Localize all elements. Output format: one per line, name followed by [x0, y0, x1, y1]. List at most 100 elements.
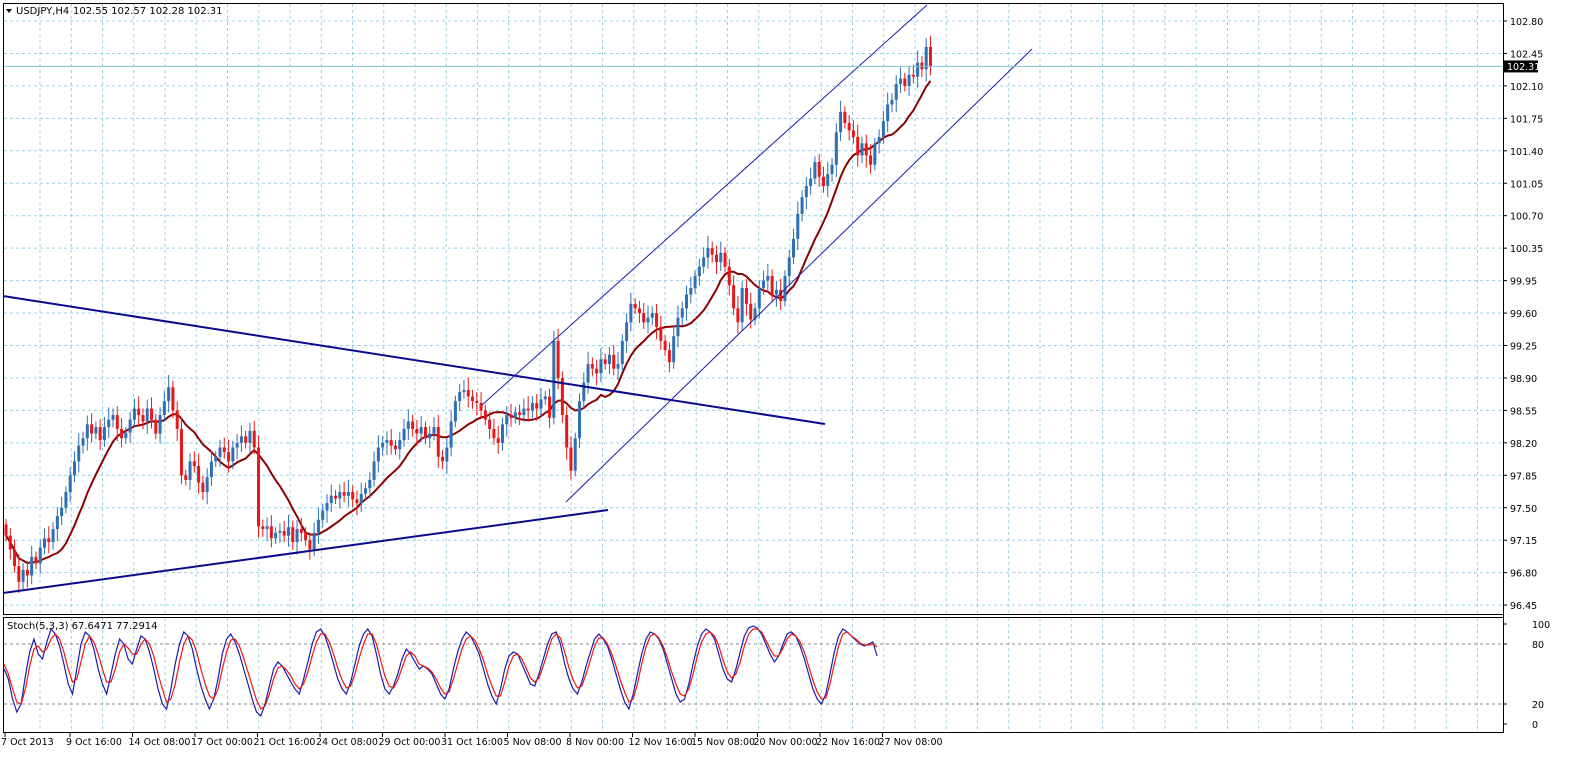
candle — [411, 414, 415, 437]
candle — [475, 392, 479, 416]
candle-body — [376, 447, 380, 462]
candle-body — [787, 257, 791, 276]
descending-trendline[interactable] — [2, 295, 826, 425]
candle-body — [252, 430, 256, 448]
candle-body — [60, 507, 64, 517]
candle-body — [582, 382, 586, 402]
y-tick-label: 99.95 — [1510, 277, 1537, 288]
candle — [762, 270, 766, 295]
candle — [530, 396, 534, 419]
candle — [907, 66, 911, 96]
candle-body — [723, 252, 727, 267]
candle-body — [162, 401, 166, 416]
candle-body — [98, 427, 102, 441]
candle-body — [522, 408, 526, 416]
candle-body — [586, 364, 590, 383]
candle — [132, 398, 136, 427]
ascending-trendline[interactable] — [2, 509, 609, 594]
candle — [672, 326, 676, 369]
candle-body — [792, 238, 796, 258]
candle — [60, 496, 64, 525]
candle-body — [222, 447, 226, 453]
candle — [239, 425, 243, 452]
candle-body — [124, 432, 128, 439]
candle-body — [209, 461, 213, 478]
candle-body — [817, 161, 821, 177]
candle — [43, 528, 47, 555]
candle-body — [381, 442, 385, 448]
candle-body — [274, 532, 278, 539]
candle — [428, 425, 432, 449]
candle-body — [488, 419, 492, 429]
candle — [903, 72, 907, 92]
candle — [864, 134, 868, 168]
candle — [402, 418, 406, 447]
channel-lower-line[interactable] — [565, 48, 1033, 503]
candle — [518, 404, 522, 426]
candle — [804, 177, 808, 210]
candle — [107, 407, 111, 439]
candle — [419, 415, 423, 443]
candle — [916, 50, 920, 88]
candle-body — [120, 428, 124, 439]
channel-upper-line[interactable] — [481, 4, 928, 406]
y-tick-label: 99.60 — [1510, 309, 1537, 320]
candle — [779, 278, 783, 310]
candle-body — [291, 527, 295, 543]
x-tick-label: 24 Oct 08:00 — [316, 737, 378, 748]
candle — [291, 520, 295, 550]
candle-body — [907, 74, 911, 86]
candle-body — [757, 288, 761, 309]
x-tick-label: 21 Oct 16:00 — [254, 737, 316, 748]
candle — [415, 420, 419, 446]
candle — [25, 560, 29, 588]
candle-body — [886, 104, 890, 122]
candle-body — [774, 289, 778, 295]
candle-body — [642, 313, 646, 323]
candle — [680, 301, 684, 326]
candle — [351, 485, 355, 508]
candle-body — [834, 132, 838, 165]
candle-body — [145, 408, 149, 422]
candle — [774, 280, 778, 307]
y-tick-label: 98.90 — [1510, 374, 1537, 385]
symbol-dropdown-icon[interactable] — [6, 9, 12, 13]
candle-body — [338, 491, 342, 499]
x-tick-label: 5 Nov 08:00 — [504, 737, 562, 748]
candle — [334, 490, 338, 505]
candle — [51, 522, 55, 550]
candle-body — [398, 440, 402, 450]
y-tick-label: 100.35 — [1510, 244, 1543, 255]
y-tick-label: 101.05 — [1510, 179, 1543, 190]
candle — [894, 75, 898, 113]
candle-body — [449, 421, 453, 448]
candle — [560, 371, 564, 423]
candle — [72, 451, 76, 482]
candle-body — [214, 456, 218, 462]
candle — [792, 228, 796, 265]
candle-body — [500, 424, 504, 443]
candle-body — [821, 176, 825, 187]
candle-body — [231, 447, 235, 462]
candle-body — [218, 447, 222, 457]
candle-body — [137, 408, 141, 416]
candle — [899, 67, 903, 93]
candle-body — [496, 438, 500, 443]
y-tick-label: 98.20 — [1510, 439, 1537, 450]
candle — [111, 408, 115, 428]
candle-body — [697, 266, 701, 276]
candle-body — [864, 143, 868, 156]
candle — [34, 551, 38, 569]
y-tick-label: 102.10 — [1510, 82, 1543, 93]
candle-body — [8, 535, 12, 550]
candle-body — [672, 336, 676, 363]
candle-body — [505, 415, 509, 425]
candle-body — [650, 313, 654, 318]
candle-body — [150, 408, 154, 420]
candle-body — [278, 530, 282, 533]
y-tick-label: 102.45 — [1510, 49, 1543, 60]
candle-body — [34, 556, 38, 564]
candle — [188, 453, 192, 490]
candle-body — [265, 526, 269, 530]
candle-body — [625, 322, 629, 341]
